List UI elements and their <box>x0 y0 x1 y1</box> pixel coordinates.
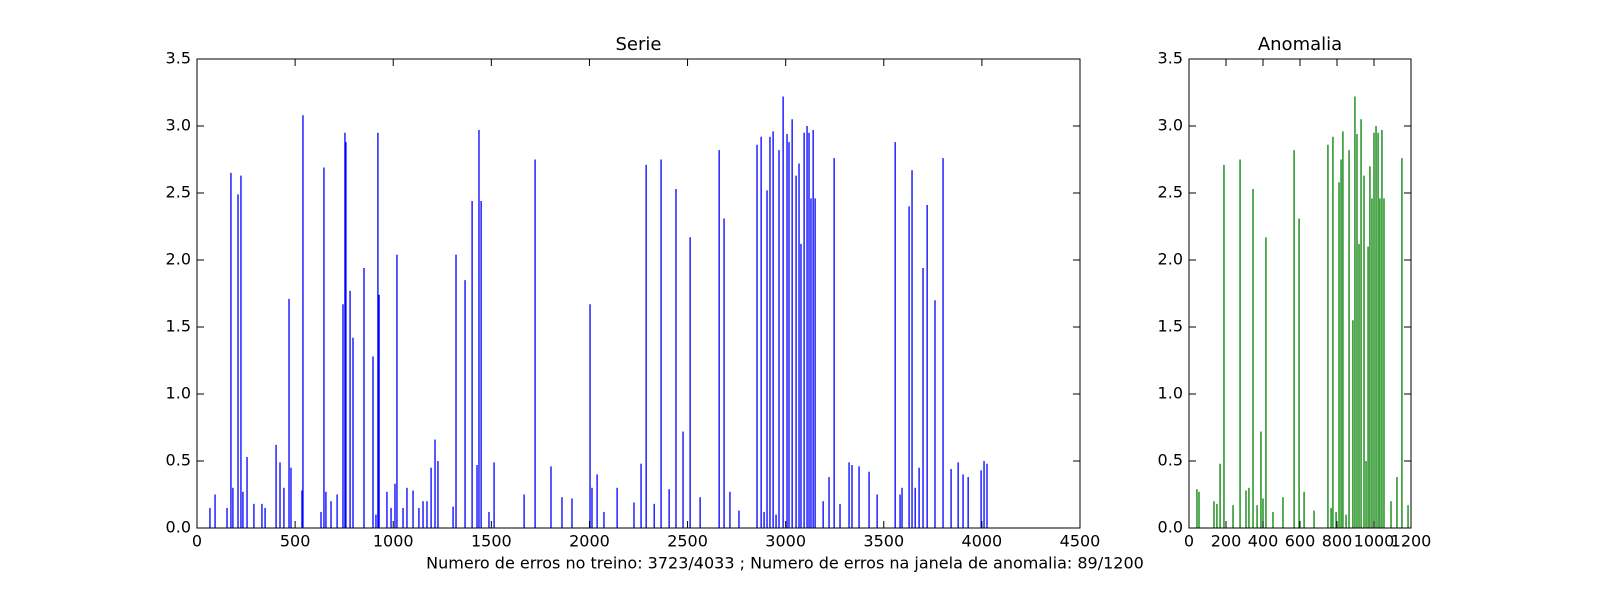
x-tick-label: 800 <box>1322 532 1353 551</box>
y-tick-label: 2.5 <box>1158 183 1183 202</box>
x-tick-label: 1200 <box>1391 532 1432 551</box>
y-tick-label: 0.0 <box>1158 518 1183 537</box>
y-tick-label: 3.0 <box>1158 116 1183 135</box>
x-tick-label: 1500 <box>471 532 512 551</box>
x-tick-label: 4500 <box>1060 532 1101 551</box>
chart-title: Anomalia <box>1258 34 1342 55</box>
x-tick-label: 2000 <box>569 532 610 551</box>
y-tick-label: 2.0 <box>166 250 191 269</box>
x-tick-label: 500 <box>280 532 311 551</box>
x-tick-label: 600 <box>1285 532 1316 551</box>
x-tick-label: 1000 <box>373 532 414 551</box>
x-tick-label: 1000 <box>1354 532 1395 551</box>
y-tick-label: 0.0 <box>166 518 191 537</box>
x-tick-label: 4000 <box>962 532 1003 551</box>
y-tick-label: 2.5 <box>166 183 191 202</box>
y-tick-label: 2.0 <box>1158 250 1183 269</box>
y-tick-label: 1.0 <box>166 384 191 403</box>
y-tick-label: 1.5 <box>166 317 191 336</box>
x-tick-label: 200 <box>1211 532 1242 551</box>
x-tick-label: 0 <box>1184 532 1194 551</box>
x-tick-label: 3000 <box>765 532 806 551</box>
x-tick-label: 0 <box>192 532 202 551</box>
x-tick-label: 2500 <box>667 532 708 551</box>
y-tick-label: 1.5 <box>1158 317 1183 336</box>
plot-frame <box>196 58 1081 529</box>
caption: Numero de erros no treino: 3723/4033 ; N… <box>426 554 1144 573</box>
y-tick-label: 3.5 <box>166 49 191 68</box>
x-tick-label: 3500 <box>863 532 904 551</box>
y-tick-label: 1.0 <box>1158 384 1183 403</box>
chart-title: Serie <box>616 34 662 55</box>
y-tick-label: 0.5 <box>1158 451 1183 470</box>
y-tick-label: 0.5 <box>166 451 191 470</box>
y-tick-label: 3.5 <box>1158 49 1183 68</box>
y-tick-label: 3.0 <box>166 116 191 135</box>
x-tick-label: 400 <box>1248 532 1279 551</box>
